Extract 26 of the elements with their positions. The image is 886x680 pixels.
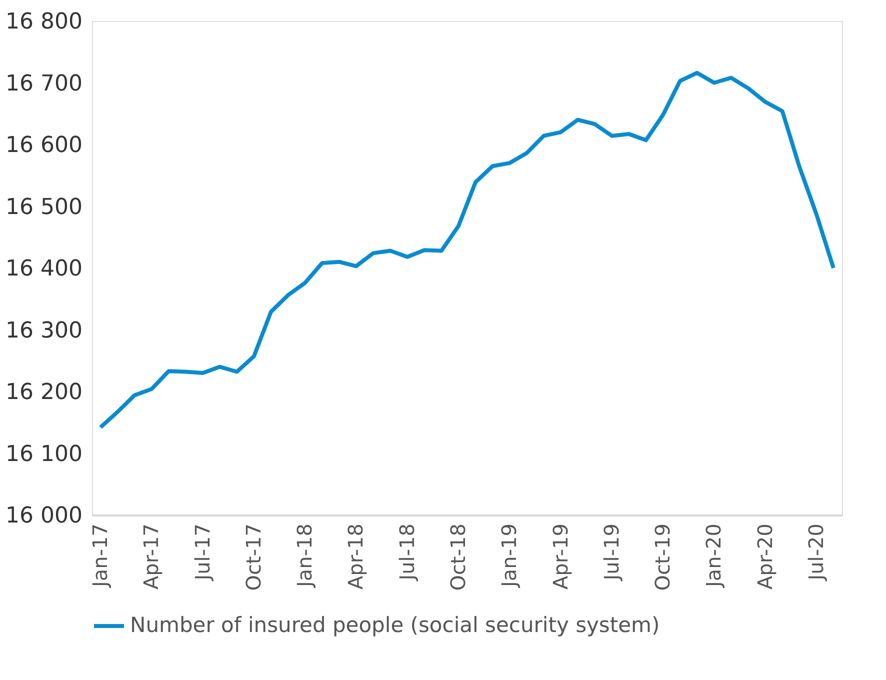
x-tick-label: Apr-19 bbox=[548, 524, 572, 590]
y-tick-label: 16 000 bbox=[6, 504, 82, 528]
line-series bbox=[98, 70, 836, 430]
x-tick-label: Oct-19 bbox=[650, 524, 675, 591]
y-tick-label: 16 600 bbox=[6, 133, 82, 158]
y-tick-label: 16 300 bbox=[6, 318, 82, 344]
y-tick-label: 16 700 bbox=[6, 71, 82, 96]
x-tick-label: Apr-20 bbox=[752, 524, 777, 590]
x-tick-label: Apr-18 bbox=[344, 524, 368, 590]
y-tick-label: 16 500 bbox=[6, 194, 82, 220]
x-tick-label: Jul-18 bbox=[394, 524, 419, 582]
x-tick-label: Jan-17 bbox=[88, 524, 112, 589]
y-tick-label: 16 200 bbox=[6, 380, 82, 405]
y-tick-label: 16 100 bbox=[6, 442, 82, 467]
legend-label: Number of insured people (social security system) bbox=[130, 613, 660, 637]
x-tick-label: Oct-17 bbox=[241, 524, 266, 591]
x-tick-label: Jul-20 bbox=[804, 524, 828, 582]
x-tick-label: Oct-18 bbox=[446, 524, 470, 591]
x-tick-label: Jul-19 bbox=[599, 524, 624, 582]
x-tick-label: Jan-19 bbox=[497, 524, 522, 589]
y-tick-label: 16 400 bbox=[6, 256, 82, 282]
y-tick-label: 16 800 bbox=[6, 10, 82, 34]
x-tick-label: Jan-20 bbox=[702, 524, 726, 589]
x-tick-label: Apr-17 bbox=[139, 524, 164, 590]
x-tick-label: Jul-17 bbox=[190, 524, 214, 582]
x-tick-label: Jan-18 bbox=[292, 524, 317, 589]
